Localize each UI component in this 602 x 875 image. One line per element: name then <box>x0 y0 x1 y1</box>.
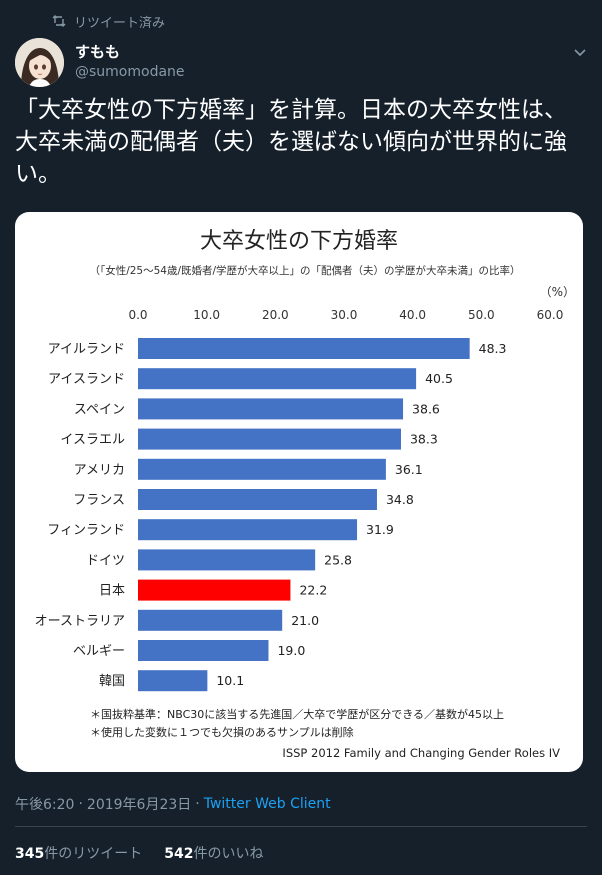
retweets-label: 件のリツイート <box>44 846 143 862</box>
x-tick-label: 60.0 <box>537 308 564 322</box>
chevron-down-icon[interactable] <box>574 42 586 61</box>
category-label: オーストラリア <box>35 614 125 629</box>
bar <box>138 458 386 480</box>
chart-image[interactable]: 大卒女性の下方婚率 （「女性/25～54歳/既婚者/学歴が大卒以上」の「配偶者（… <box>15 212 583 772</box>
bar <box>138 428 401 450</box>
tweet-text-line: い。 <box>15 161 61 187</box>
bar <box>138 368 417 390</box>
tweet-text-line: 「大卒女性の下方婚率」を計算。日本の大卒女性は、 <box>15 97 567 123</box>
category-label: フランス <box>73 493 125 508</box>
retweet-header: リツイート済み <box>52 12 166 31</box>
bar <box>138 670 208 692</box>
chart-note: ＊国抜粋基準：NBC30に該当する先進国／大卒で学歴が区分できる／基数が45以上 <box>90 707 504 721</box>
chart-source: ISSP 2012 Family and Changing Gender Rol… <box>282 746 560 760</box>
bar-value-label: 31.9 <box>366 522 394 537</box>
bar <box>138 549 316 571</box>
user-handle[interactable]: @sumomodane <box>75 64 185 80</box>
bar-value-label: 19.0 <box>277 643 305 658</box>
display-name[interactable]: すもも <box>75 43 121 61</box>
bar-value-label: 25.8 <box>324 552 352 567</box>
category-label: アイルランド <box>48 342 125 357</box>
category-label: 韓国 <box>99 674 125 689</box>
bar-value-label: 21.0 <box>291 613 319 628</box>
retweet-icon <box>52 15 66 27</box>
category-label: ドイツ <box>86 553 125 568</box>
category-label: スペイン <box>74 402 125 417</box>
bar <box>138 398 404 420</box>
bar <box>138 640 269 661</box>
tweet-stats: 345件のリツイート 542件のいいね <box>15 843 263 863</box>
author-names: すもも @sumomodane <box>75 42 185 82</box>
bar <box>138 579 291 601</box>
bar <box>138 519 358 541</box>
retweets-count: 345 <box>15 846 45 862</box>
category-label: アメリカ <box>74 463 125 478</box>
chart-note: ＊使用した変数に１つでも欠損のあるサンプルは削除 <box>90 725 354 739</box>
tweet-text: 「大卒女性の下方婚率」を計算。日本の大卒女性は、 大卒未満の配偶者（夫）を選ばな… <box>15 94 587 190</box>
category-label: アイスランド <box>48 372 125 387</box>
likes-label: 件のいいね <box>193 846 264 862</box>
meta-separator: · <box>78 796 83 812</box>
x-tick-label: 10.0 <box>193 308 220 322</box>
bar-value-label: 34.8 <box>386 492 414 507</box>
likes-count: 542 <box>164 846 194 862</box>
category-label: イスラエル <box>60 433 125 448</box>
x-tick-label: 40.0 <box>399 308 426 322</box>
bar <box>138 338 470 359</box>
likes-stat[interactable]: 542件のいいね <box>164 843 263 863</box>
bar-chart: 大卒女性の下方婚率 （「女性/25～54歳/既婚者/学歴が大卒以上」の「配偶者（… <box>35 229 575 760</box>
tweet-meta: 午後6:20 · 2019年6月23日 · Twitter Web Client <box>15 794 331 814</box>
retweets-stat[interactable]: 345件のリツイート <box>15 843 142 863</box>
bar-value-label: 22.2 <box>299 583 327 598</box>
chart-unit: （%） <box>540 285 575 299</box>
bar-value-label: 38.3 <box>410 432 438 447</box>
category-label: ベルギー <box>73 644 125 659</box>
x-tick-label: 50.0 <box>468 308 495 322</box>
bar-value-label: 48.3 <box>479 341 507 356</box>
bar-value-label: 40.5 <box>425 371 453 386</box>
meta-separator: · <box>195 796 200 812</box>
bar-value-label: 36.1 <box>395 462 423 477</box>
x-tick-label: 30.0 <box>331 308 358 322</box>
chart-title: 大卒女性の下方婚率 <box>200 229 398 254</box>
retweet-label: リツイート済み <box>74 15 166 31</box>
client-link[interactable]: Twitter Web Client <box>203 796 331 812</box>
avatar[interactable] <box>15 38 64 87</box>
tweet-time[interactable]: 午後6:20 <box>15 797 75 813</box>
tweet-text-line: 大卒未満の配偶者（夫）を選ばない傾向が世界的に強 <box>15 129 567 155</box>
chart-subtitle: （「女性/25～54歳/既婚者/学歴が大卒以上」の「配偶者（夫）の学歴が大卒未満… <box>89 264 520 277</box>
x-tick-label: 0.0 <box>128 308 147 322</box>
x-tick-label: 20.0 <box>262 308 289 322</box>
category-label: フィンランド <box>47 523 125 538</box>
bar <box>138 489 377 510</box>
bar <box>138 609 283 631</box>
tweet-date[interactable]: 2019年6月23日 <box>86 797 192 813</box>
category-label: 日本 <box>99 584 125 599</box>
bar-value-label: 38.6 <box>412 401 440 416</box>
divider <box>15 826 587 827</box>
bar-value-label: 10.1 <box>216 673 244 688</box>
